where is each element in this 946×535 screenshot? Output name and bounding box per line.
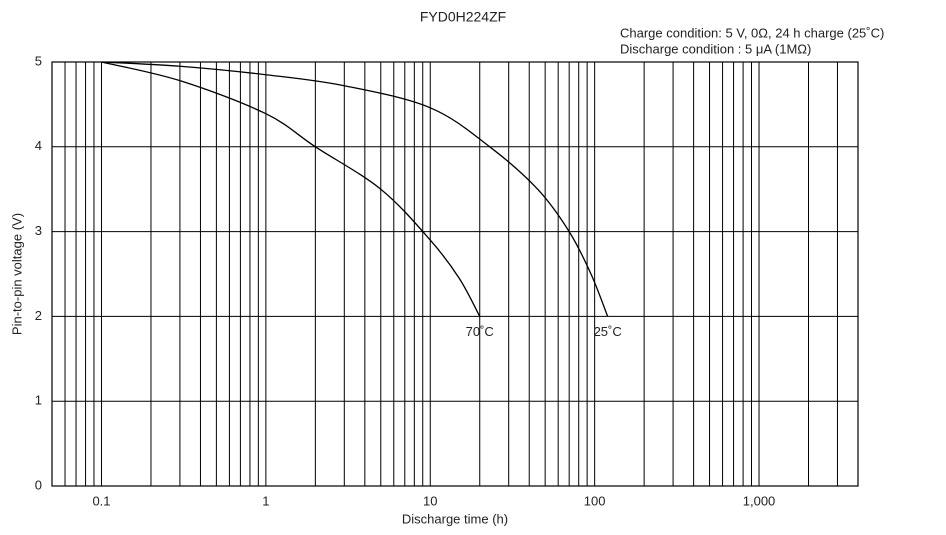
curve [101, 61, 609, 317]
y-tick-label: 2 [35, 308, 42, 323]
x-tick-label: 100 [584, 493, 606, 508]
x-axis-label: Discharge time (h) [402, 511, 508, 526]
x-tick-label: 10 [423, 493, 437, 508]
y-tick-label: 0 [35, 477, 42, 492]
chart-title: FYD0H224ZF [420, 9, 506, 25]
curve [101, 61, 481, 317]
y-axis-label: Pin-to-pin voltage (V) [9, 213, 24, 335]
y-tick-label: 3 [35, 223, 42, 238]
annotation: Charge condition: 5 V, 0Ω, 24 h charge (… [620, 25, 884, 40]
x-tick-label: 1,000 [743, 493, 776, 508]
x-tick-label: 0.1 [92, 493, 110, 508]
plot-frame [51, 61, 859, 487]
series-label: 25˚C [594, 324, 622, 339]
y-tick-label: 1 [35, 393, 42, 408]
x-tick-label: 1 [262, 493, 269, 508]
annotation: Discharge condition : 5 μA (1MΩ) [620, 41, 811, 56]
series-label: 70˚C [466, 324, 494, 339]
y-tick-label: 4 [35, 138, 42, 153]
y-tick-label: 5 [35, 53, 42, 68]
